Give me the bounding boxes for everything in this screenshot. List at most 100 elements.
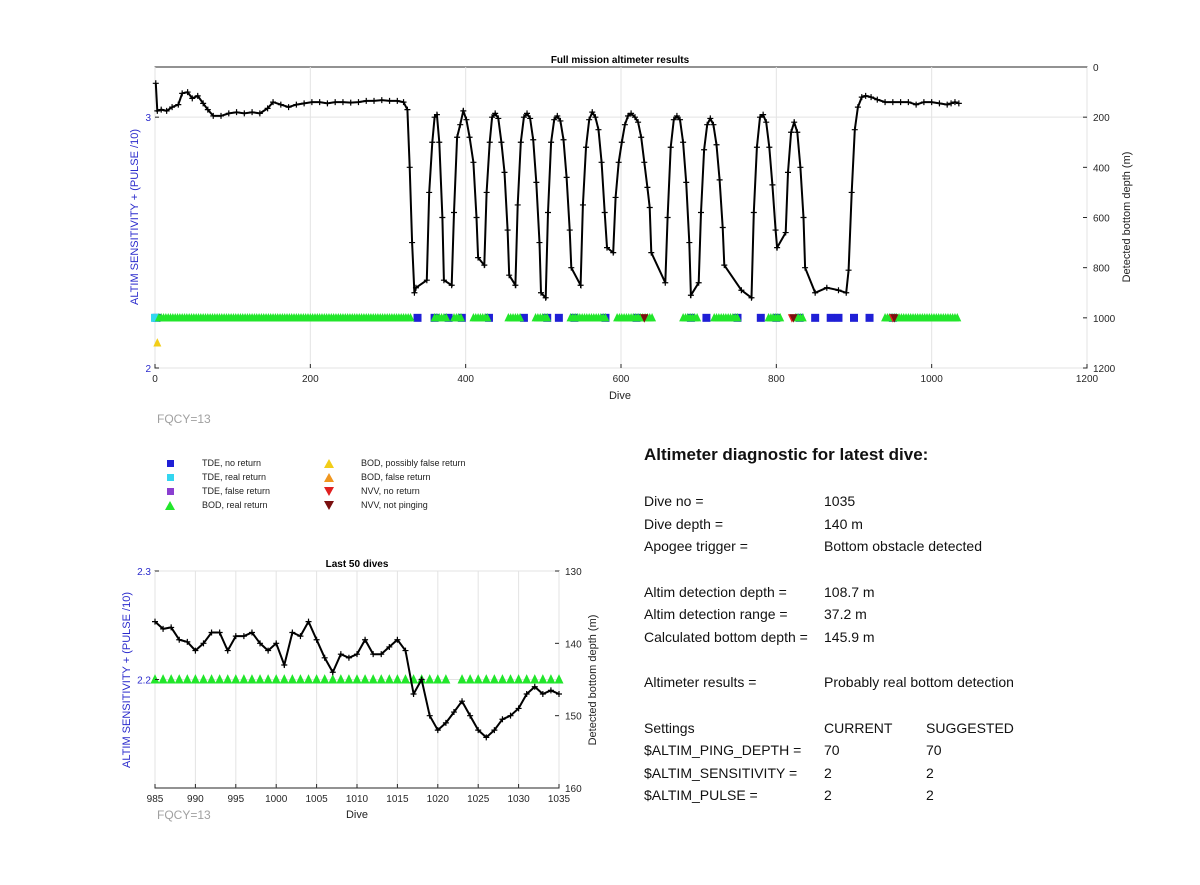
marker-triangle-up [457,674,467,684]
marker-triangle-up [263,674,273,684]
legend-bod-possibly-false: BOD, possibly false return [323,458,466,469]
top-depth-line [152,80,962,301]
y2-tick-label: 600 [1093,214,1110,225]
depth-point-marker [716,176,723,183]
depth-point-marker [638,134,645,141]
depth-point-marker [686,239,693,246]
depth-point-marker [442,719,449,726]
legend-square-icon [166,474,174,482]
depth-point-marker [189,95,196,102]
legend-label: BOD, false return [361,472,431,482]
marker-square [865,313,874,322]
y2-tick-label: 150 [565,712,582,723]
depth-point-marker [556,690,562,697]
depth-point-marker [370,651,377,658]
depth-point-marker [512,282,519,289]
depth-point-marker [769,181,776,188]
depth-point-marker [523,690,530,697]
diag-label-dive-no: Dive no = [644,493,704,509]
depth-point-marker [450,709,457,716]
x-tick-label: 200 [302,374,319,385]
settings-header-current: CURRENT [824,720,893,736]
depth-point-marker [554,112,561,119]
depth-point-marker [670,116,677,123]
depth-point-marker [680,139,687,146]
legend-label: NVV, not pinging [361,500,428,510]
x-tick-label: 400 [457,374,474,385]
depth-point-marker [621,121,628,128]
diag-label-bottom-depth: Calculated bottom depth = [644,629,808,645]
legend-label: NVV, no return [361,486,420,496]
depth-point-marker [285,104,292,111]
depth-point-marker [486,139,493,146]
depth-point-marker [566,227,573,234]
marker-triangle-up [215,674,225,684]
depth-point-marker [459,698,466,705]
depth-point-marker [719,224,726,231]
top-axes: 0 200 400 600 800 1000 1200 2 3 0 200 400 600 800 1000… [145,63,1115,385]
depth-point-marker [160,625,167,632]
x-tick-label: 800 [768,374,785,385]
marker-triangle-up [506,674,516,684]
bottom-ylabel-left: ALTIM SENSITIVITY + (PULSE /10) [121,592,133,768]
depth-point-marker [434,727,441,734]
depth-point-marker [858,94,865,101]
marker-square [702,313,711,322]
marker-square [151,313,159,322]
depth-point-marker [683,179,690,186]
depth-point-marker [774,244,781,251]
marker-square [444,313,453,322]
depth-point-marker [457,121,464,128]
legend-label: TDE, false return [202,486,271,496]
depth-point-marker [218,112,225,119]
depth-point-marker [265,647,272,654]
marker-triangle-up [231,674,241,684]
depth-point-marker [544,209,551,216]
setting-ping-depth-suggested: 70 [926,742,942,758]
y2-tick-label: 1000 [1093,314,1116,325]
depth-point-marker [589,109,596,116]
depth-point-marker [539,690,546,697]
marker-triangle-up [433,674,443,684]
marker-square [811,313,820,322]
depth-point-marker [451,209,458,216]
marker-triangle-up [158,674,168,684]
depth-point-marker [843,289,850,296]
diag-label-dive-depth: Dive depth = [644,516,723,532]
depth-point-marker [641,159,648,166]
marker-triangle-up [543,313,552,322]
depth-point-marker [710,121,717,128]
depth-point-marker [551,116,558,123]
depth-point-marker [542,294,549,301]
y-tick-label: 2.2 [137,676,151,687]
depth-point-marker [184,89,191,96]
marker-square [519,313,528,322]
setting-pulse-current: 2 [824,787,832,803]
legend-tde-false-return: TDE, false return [164,486,270,496]
depth-point-marker [324,100,331,107]
depth-point-marker [948,100,955,107]
marker-triangle-up [239,674,249,684]
depth-point-marker [577,282,584,289]
marker-triangle-up [442,313,451,322]
marker-triangle-up [182,674,192,684]
depth-point-marker [371,97,378,104]
marker-triangle-up [953,313,962,322]
depth-point-marker [225,110,232,117]
legend-tde-no-return: TDE, no return [164,458,261,468]
depth-point-marker [835,287,842,294]
bottom-chart-title: Last 50 dives [326,559,389,570]
y-tick-label: 2.3 [137,567,151,578]
bottom-marker-layer [150,674,564,684]
marker-triangle-up [352,674,362,684]
depth-point-marker [347,99,354,106]
legend-label: BOD, real return [202,500,268,510]
depth-point-marker [204,106,211,113]
depth-point-marker [439,214,446,221]
depth-point-marker [406,164,413,171]
depth-point-marker [802,264,809,271]
depth-point-marker [210,112,217,119]
depth-point-marker [305,618,312,625]
settings-header-suggested: SUGGESTED [926,720,1014,736]
marker-triangle-down [890,314,899,323]
